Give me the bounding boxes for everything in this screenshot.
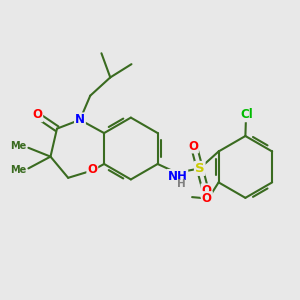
Text: S: S <box>195 162 205 175</box>
Text: O: O <box>32 108 42 121</box>
Text: Cl: Cl <box>240 108 253 121</box>
Text: Me: Me <box>10 141 26 151</box>
Text: O: O <box>188 140 198 152</box>
Text: O: O <box>202 192 212 205</box>
Text: Me: Me <box>10 165 26 175</box>
Text: N: N <box>75 113 85 126</box>
Text: NH: NH <box>167 170 187 183</box>
Text: O: O <box>202 184 212 197</box>
Text: O: O <box>87 164 97 176</box>
Text: H: H <box>177 179 186 189</box>
